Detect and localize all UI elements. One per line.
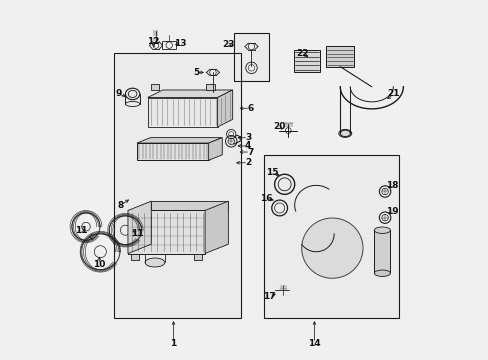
- Text: 10: 10: [93, 260, 105, 269]
- Text: 1: 1: [170, 339, 176, 348]
- Ellipse shape: [340, 130, 349, 136]
- Ellipse shape: [145, 258, 164, 267]
- Text: 3: 3: [244, 133, 251, 142]
- Polygon shape: [137, 143, 208, 160]
- Bar: [193, 253, 202, 260]
- Bar: [373, 230, 389, 273]
- Text: 12: 12: [146, 37, 159, 46]
- Text: 19: 19: [385, 207, 398, 216]
- Polygon shape: [293, 50, 319, 72]
- Text: 18: 18: [385, 181, 398, 190]
- Text: 13: 13: [173, 39, 186, 48]
- Bar: [234, 33, 268, 81]
- Text: 21: 21: [386, 89, 399, 98]
- Polygon shape: [128, 211, 204, 253]
- Bar: [113, 53, 241, 318]
- Bar: [113, 53, 241, 318]
- Text: 2: 2: [244, 158, 251, 167]
- Polygon shape: [217, 90, 232, 127]
- Text: 9: 9: [115, 89, 121, 98]
- Text: 4: 4: [244, 141, 251, 150]
- Text: 14: 14: [307, 339, 320, 348]
- Ellipse shape: [373, 270, 389, 276]
- Text: 16: 16: [260, 194, 272, 203]
- Ellipse shape: [373, 227, 389, 233]
- Text: 11: 11: [130, 229, 143, 238]
- Polygon shape: [325, 46, 353, 67]
- Text: 22: 22: [296, 49, 308, 58]
- Text: 6: 6: [246, 104, 253, 113]
- Bar: [206, 84, 214, 90]
- Polygon shape: [208, 138, 222, 160]
- Text: 7: 7: [246, 148, 253, 157]
- Polygon shape: [151, 201, 228, 211]
- Text: 8: 8: [118, 201, 123, 210]
- Bar: [131, 253, 139, 260]
- Text: 20: 20: [273, 122, 285, 131]
- Polygon shape: [147, 90, 232, 98]
- Text: 15: 15: [265, 168, 278, 177]
- Bar: [150, 84, 159, 90]
- Text: 11: 11: [75, 226, 87, 235]
- Polygon shape: [128, 201, 151, 253]
- Bar: [264, 155, 398, 318]
- Bar: [162, 41, 176, 49]
- Text: 5: 5: [193, 68, 199, 77]
- Polygon shape: [137, 138, 222, 143]
- Polygon shape: [204, 201, 228, 253]
- Polygon shape: [301, 218, 362, 278]
- Text: 23: 23: [222, 40, 234, 49]
- Polygon shape: [147, 98, 217, 127]
- Bar: [264, 155, 398, 318]
- Bar: [234, 33, 268, 81]
- Text: 17: 17: [263, 292, 275, 301]
